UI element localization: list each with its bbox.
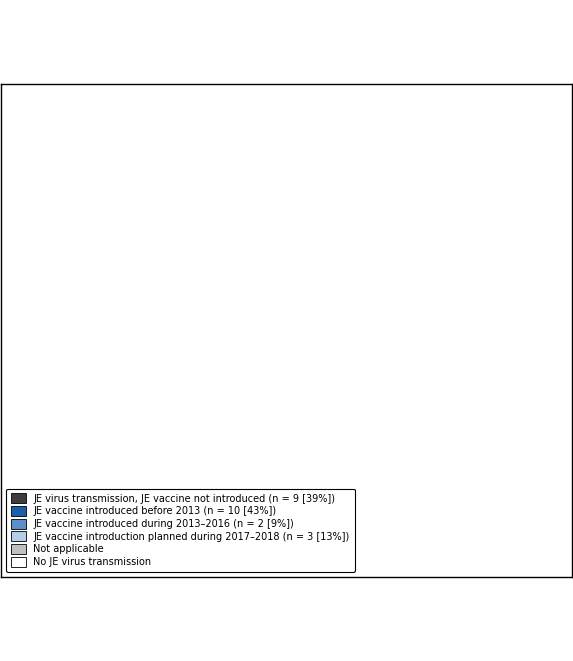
Legend: JE virus transmission, JE vaccine not introduced (n = 9 [39%]), JE vaccine intro: JE virus transmission, JE vaccine not in…: [6, 488, 355, 572]
